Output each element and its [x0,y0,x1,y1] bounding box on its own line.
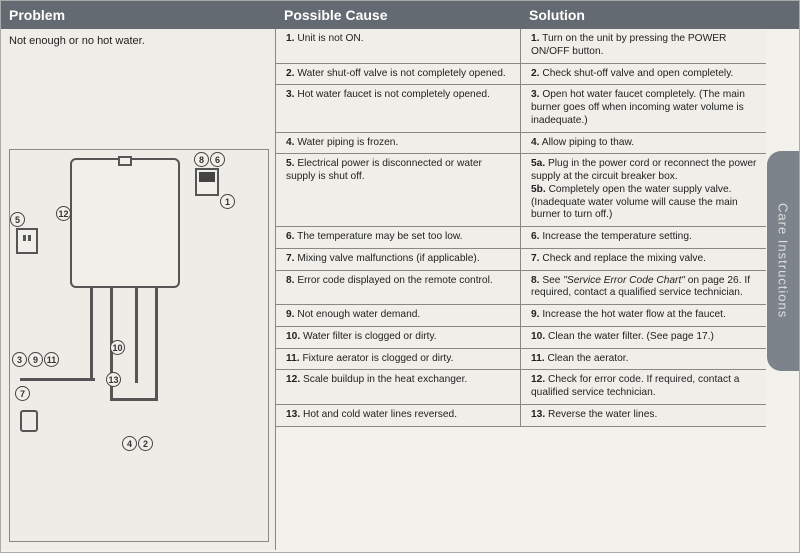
callout-6: 6 [210,152,225,167]
problem-column: Not enough or no hot water. [1,29,276,550]
solution-cell: 10. Clean the water filter. (See page 17… [521,327,766,348]
cause-cell: 5. Electrical power is disconnected or w… [276,154,521,226]
table-row: 1. Unit is not ON.1. Turn on the unit by… [276,29,766,64]
callout-2: 2 [138,436,153,451]
cause-cell: 13. Hot and cold water lines reversed. [276,405,521,426]
solution-cell: 6. Increase the temperature setting. [521,227,766,248]
table-row: 13. Hot and cold water lines reversed.13… [276,405,766,427]
solution-cell: 7. Check and replace the mixing valve. [521,249,766,270]
cause-cell: 7. Mixing valve malfunctions (if applica… [276,249,521,270]
callout-7: 7 [15,386,30,401]
callout-4: 4 [122,436,137,451]
table-row: 4. Water piping is frozen.4. Allow pipin… [276,133,766,155]
heater-unit-icon [70,158,180,288]
callout-12: 12 [56,206,71,221]
cause-cell: 6. The temperature may be set too low. [276,227,521,248]
cause-cell: 10. Water filter is clogged or dirty. [276,327,521,348]
cause-cell: 3. Hot water faucet is not completely op… [276,85,521,131]
solution-cell: 8. See "Service Error Code Chart" on pag… [521,271,766,305]
callout-10: 10 [110,340,125,355]
solution-cell: 13. Reverse the water lines. [521,405,766,426]
solution-cell: 2. Check shut-off valve and open complet… [521,64,766,85]
table-row: 8. Error code displayed on the remote co… [276,271,766,306]
cause-solution-table: 1. Unit is not ON.1. Turn on the unit by… [276,29,766,550]
callout-9: 9 [28,352,43,367]
table-row: 3. Hot water faucet is not completely op… [276,85,766,132]
header-problem: Problem [1,1,276,29]
solution-cell: 1. Turn on the unit by pressing the POWE… [521,29,766,63]
cause-cell: 2. Water shut-off valve is not completel… [276,64,521,85]
table-row: 10. Water filter is clogged or dirty.10.… [276,327,766,349]
cause-cell: 1. Unit is not ON. [276,29,521,63]
callout-8: 8 [194,152,209,167]
header-cause: Possible Cause [276,1,521,29]
cause-cell: 9. Not enough water demand. [276,305,521,326]
solution-cell: 12. Check for error code. If required, c… [521,370,766,404]
heater-diagram: 1 2 3 4 5 6 7 8 9 10 11 12 13 [9,149,269,542]
table-row: 2. Water shut-off valve is not completel… [276,64,766,86]
problem-text: Not enough or no hot water. [9,35,269,47]
table-header: Problem Possible Cause Solution [1,1,799,29]
vent-icon [118,156,132,166]
table-row: 9. Not enough water demand.9. Increase t… [276,305,766,327]
panel-screen-icon [199,172,215,182]
troubleshooting-page: Problem Possible Cause Solution Not enou… [0,0,800,553]
table-row: 11. Fixture aerator is clogged or dirty.… [276,349,766,371]
callout-11: 11 [44,352,59,367]
callout-13: 13 [106,372,121,387]
pipes-icon [80,288,180,408]
solution-cell: 4. Allow piping to thaw. [521,133,766,154]
cause-cell: 11. Fixture aerator is clogged or dirty. [276,349,521,370]
body: Not enough or no hot water. [1,29,799,550]
table-row: 12. Scale buildup in the heat exchanger.… [276,370,766,405]
cause-cell: 12. Scale buildup in the heat exchanger. [276,370,521,404]
solution-cell: 5a. Plug in the power cord or reconnect … [521,154,766,226]
solution-cell: 9. Increase the hot water flow at the fa… [521,305,766,326]
cause-cell: 4. Water piping is frozen. [276,133,521,154]
spigot-icon [20,410,38,432]
solution-cell: 11. Clean the aerator. [521,349,766,370]
table-row: 7. Mixing valve malfunctions (if applica… [276,249,766,271]
side-tab-care-instructions: Care Instructions [767,151,799,371]
callout-1: 1 [220,194,235,209]
solution-cell: 3. Open hot water faucet completely. (Th… [521,85,766,131]
header-solution: Solution [521,1,766,29]
callout-3: 3 [12,352,27,367]
table-row: 5. Electrical power is disconnected or w… [276,154,766,227]
cause-cell: 8. Error code displayed on the remote co… [276,271,521,305]
control-panel-icon [195,168,219,196]
table-row: 6. The temperature may be set too low.6.… [276,227,766,249]
power-outlet-icon [16,228,38,254]
callout-5: 5 [10,212,25,227]
